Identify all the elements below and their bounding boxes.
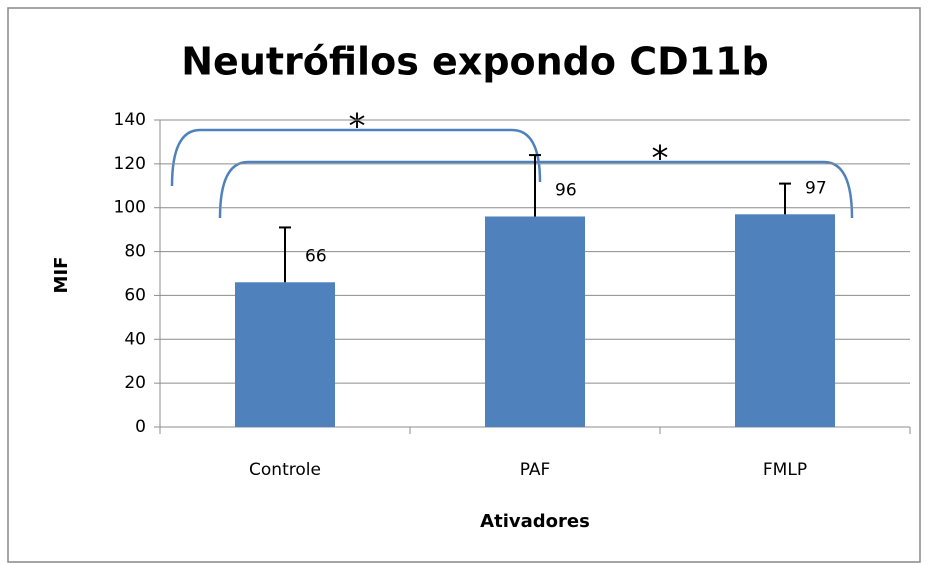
chart-title: Neutrófilos expondo CD11b — [181, 40, 768, 84]
y-tick-label: 80 — [124, 242, 146, 262]
annotation: * — [652, 139, 669, 179]
y-tick-label: 0 — [135, 417, 146, 437]
y-tick-label: 40 — [124, 329, 146, 349]
data-label: 97 — [805, 178, 827, 198]
x-tick-label: PAF — [520, 460, 551, 480]
data-label: 96 — [555, 180, 577, 200]
y-axis-label: MIF — [51, 257, 72, 294]
x-axis-label: Ativadores — [480, 511, 590, 532]
y-tick-label: 140 — [114, 110, 146, 130]
y-tick-label: 20 — [124, 373, 146, 393]
y-tick-label: 120 — [114, 154, 146, 174]
x-tick-label: FMLP — [763, 460, 807, 480]
y-tick-label: 60 — [124, 285, 146, 305]
bar — [485, 216, 585, 427]
x-tick-label: Controle — [249, 460, 321, 480]
bar — [735, 214, 835, 427]
annotation: * — [349, 107, 366, 147]
bar — [235, 282, 335, 427]
data-label: 66 — [305, 246, 327, 266]
y-tick-label: 100 — [114, 198, 146, 218]
